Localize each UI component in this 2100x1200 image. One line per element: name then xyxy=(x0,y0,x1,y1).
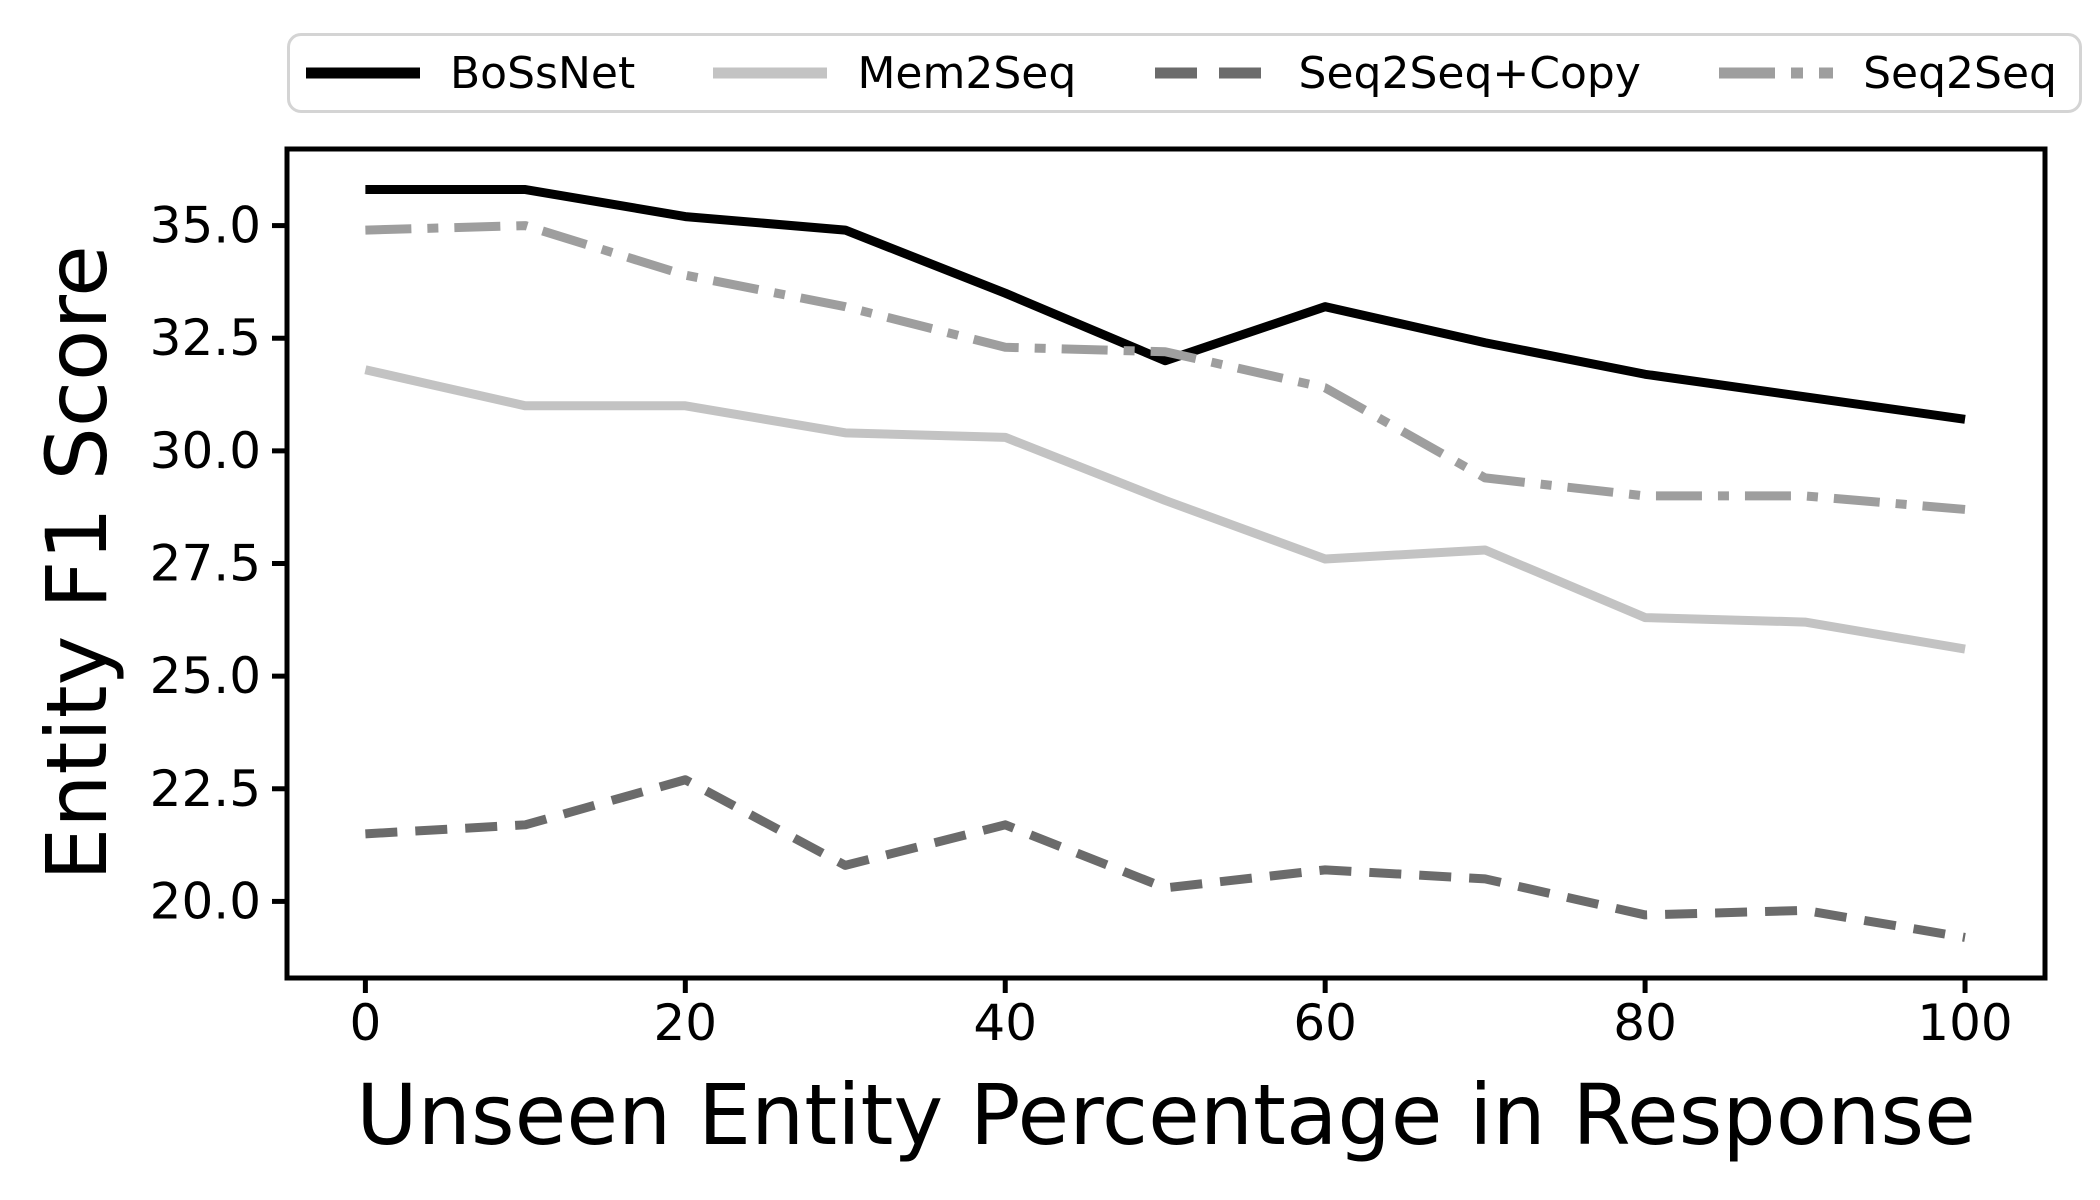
legend-item-bossnet: BoSsNet xyxy=(304,48,635,99)
legend-label: Seq2Seq+Copy xyxy=(1298,47,1641,99)
legend-label: Mem2Seq xyxy=(857,47,1077,99)
legend-line-sample xyxy=(306,67,420,79)
legend-line-sample xyxy=(1154,67,1269,79)
x-tick-label: 20 xyxy=(653,994,717,1052)
series-line-seq2seq xyxy=(365,221,1966,514)
legend-line-sample xyxy=(1719,67,1834,79)
y-tick-label: 20.0 xyxy=(150,872,261,930)
y-tick-label: 32.5 xyxy=(150,309,261,367)
y-tick-label: 30.0 xyxy=(150,422,261,480)
y-tick-label: 35.0 xyxy=(150,197,261,255)
legend-item-mem2seq: Mem2Seq xyxy=(711,48,1076,99)
series-line-mem2seq xyxy=(364,365,1966,654)
legend-item-seq2seq: Seq2Seq xyxy=(1717,48,2057,99)
legend-label: Seq2Seq xyxy=(1863,47,2057,99)
y-tick-label: 25.0 xyxy=(150,647,261,705)
x-axis-label: Unseen Entity Percentage in Response xyxy=(356,1066,1976,1164)
legend: BoSsNet Mem2Seq Seq2Seq+Copy Seq2Seq xyxy=(287,33,2082,113)
legend-item-seq2seq-copy: Seq2Seq+Copy xyxy=(1153,48,1641,99)
x-tick-label: 40 xyxy=(973,994,1037,1052)
legend-label: BoSsNet xyxy=(450,47,636,99)
plot-border xyxy=(284,146,2048,981)
x-tick-label: 80 xyxy=(1613,994,1677,1052)
series-line-seq2seq-copy xyxy=(365,775,1966,942)
series-line-bossnet xyxy=(365,185,1966,424)
x-tick-label: 100 xyxy=(1917,994,2012,1052)
x-tick-label: 0 xyxy=(349,994,381,1052)
y-axis-label: Entity F1 Score xyxy=(28,245,126,881)
y-tick-label: 22.5 xyxy=(150,760,261,818)
y-tick-label: 27.5 xyxy=(150,535,261,593)
legend-line-sample xyxy=(713,67,828,79)
x-tick-label: 60 xyxy=(1293,994,1357,1052)
